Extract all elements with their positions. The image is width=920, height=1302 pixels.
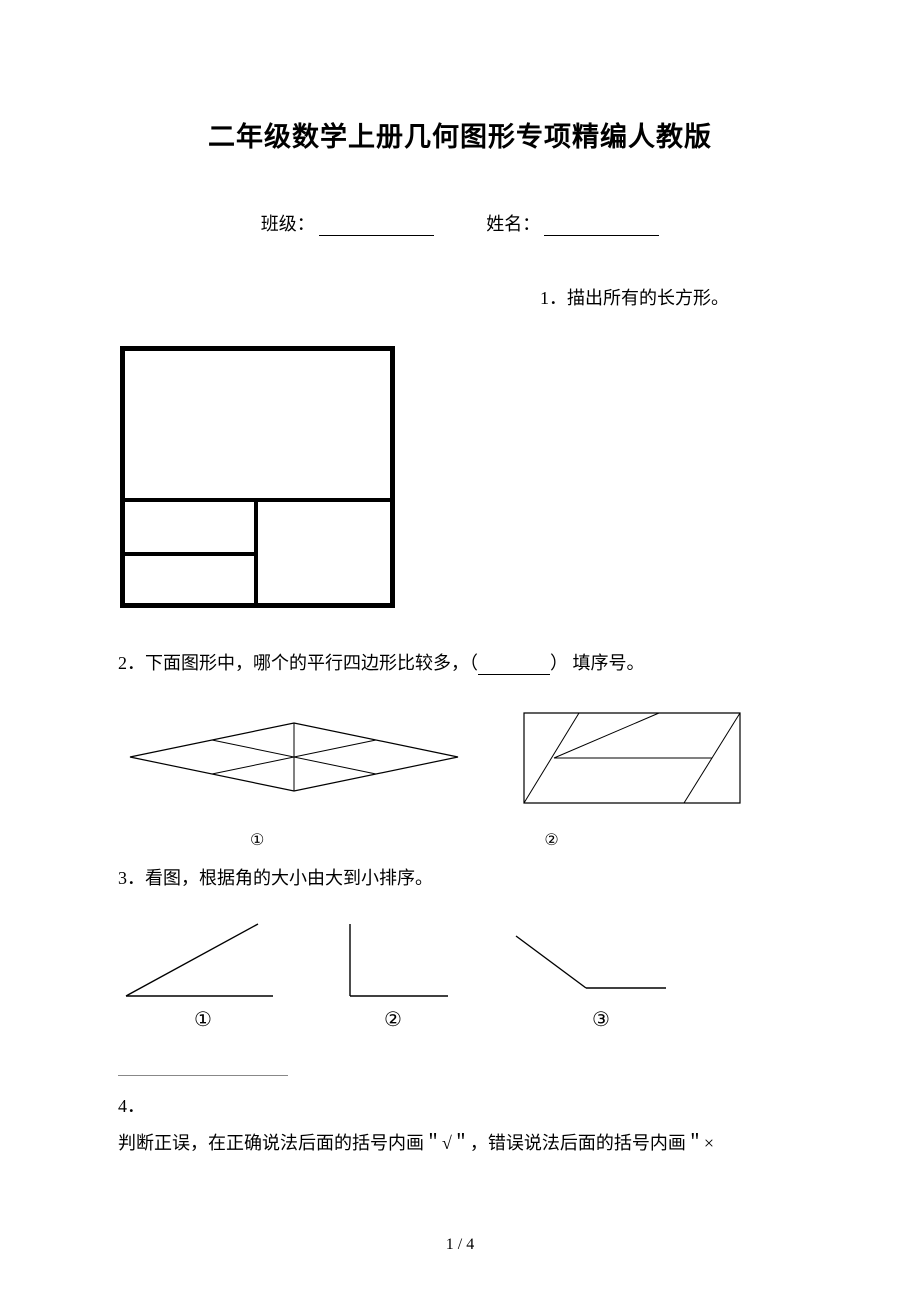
- q2-blank: [478, 674, 550, 675]
- name-label: 姓名：: [486, 214, 540, 234]
- q2-option2: ②: [544, 830, 558, 850]
- q1-diagram: [120, 346, 802, 613]
- svg-text:②: ②: [384, 1009, 402, 1031]
- q2-option1: ①: [250, 830, 264, 850]
- info-line: 班级： 姓名：: [118, 210, 802, 236]
- q3-diagram: ① ② ③: [118, 916, 802, 1045]
- q4-text: 判断正误，在正确说法后面的括号内画＂√＂，错误说法后面的括号内画＂×: [118, 1128, 802, 1159]
- q3-text: 3．看图，根据角的大小由大到小排序。: [118, 864, 802, 890]
- q2-suffix: ） 填序号。: [550, 653, 645, 673]
- page-title: 二年级数学上册几何图形专项精编人教版: [118, 115, 802, 154]
- svg-text:①: ①: [194, 1009, 212, 1031]
- class-label: 班级：: [261, 214, 315, 234]
- q2-diagram: [118, 705, 802, 822]
- q1-text: 1．描出所有的长方形。: [540, 284, 802, 310]
- page-number: 1 / 4: [0, 1236, 920, 1254]
- q2-options: ① ②: [118, 830, 802, 850]
- q2-text: 2．下面图形中，哪个的平行四边形比较多，（ ） 填序号。: [118, 649, 802, 675]
- name-blank: [544, 235, 659, 236]
- svg-text:③: ③: [592, 1009, 610, 1031]
- q2-prefix: 2．下面图形中，哪个的平行四边形比较多，（: [118, 653, 478, 673]
- answer-line: [118, 1075, 288, 1076]
- class-blank: [319, 235, 434, 236]
- q4-num: 4．: [118, 1092, 802, 1118]
